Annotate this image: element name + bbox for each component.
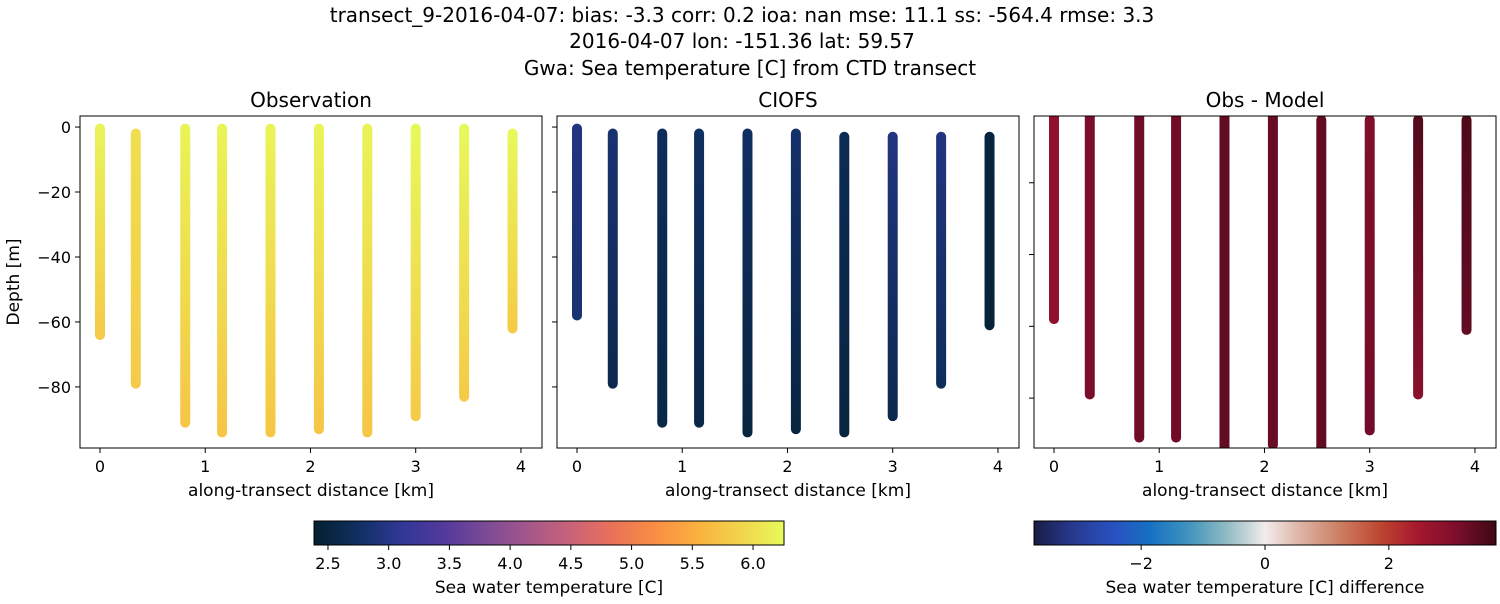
plot-frame [1033, 115, 1497, 449]
profile-1 [607, 128, 618, 389]
colorbar-gradient [1033, 520, 1497, 546]
x-tick-label: 0 [1049, 457, 1059, 476]
x-tick-label: 1 [200, 457, 210, 476]
profile-9 [507, 128, 518, 334]
profile-9 [984, 131, 995, 331]
plot-frame [556, 115, 1020, 449]
profile-7 [410, 123, 421, 422]
colorbar-tick-label: 5.5 [680, 554, 705, 573]
colorbar-tick-label: 4.5 [558, 554, 583, 573]
colorbar-tick-label: 6.0 [740, 554, 765, 573]
profile-9 [1461, 116, 1472, 335]
profile-4 [1219, 116, 1230, 448]
profile-4 [742, 128, 753, 438]
y-tick-label: −20 [37, 183, 71, 202]
profile-6 [1316, 116, 1327, 448]
colorbar-tick-label: 2 [1384, 554, 1394, 573]
colorbar-tick-label: 4.0 [497, 554, 522, 573]
colorbar-tick-label: 0 [1260, 554, 1270, 573]
figure-title-line-1: transect_9-2016-04-07: bias: -3.3 corr: … [330, 3, 1155, 27]
x-tick-label: 4 [1470, 457, 1480, 476]
figure-title-line-3: Gwa: Sea temperature [C] from CTD transe… [524, 56, 976, 80]
x-tick-label: 1 [677, 457, 687, 476]
colorbar-temperature: 2.5 3.0 3.5 4.0 4.5 5.0 5.5 6.0 Sea water temper… [313, 520, 785, 598]
x-axis-label: along-transect distance [km] [1142, 481, 1388, 501]
x-tick-label: 1 [1154, 457, 1164, 476]
x-tick-label: 2 [1259, 457, 1269, 476]
figure-title-line-2: 2016-04-07 lon: -151.36 lat: 59.57 [569, 29, 915, 53]
panel-ciofs: CIOFS 0 1 2 3 4 along-transect distance [km] [552, 88, 1020, 501]
profile-5 [1267, 116, 1278, 448]
colorbar-label: Sea water temperature [C] [435, 578, 663, 598]
y-tick-label: −40 [37, 248, 71, 267]
profile-8 [936, 131, 947, 389]
x-axis-label: along-transect distance [km] [188, 481, 434, 501]
profile-2 [1134, 116, 1145, 443]
profiles [571, 123, 995, 438]
x-tick-label: 4 [993, 457, 1003, 476]
colorbar-tick-label: 5.0 [619, 554, 644, 573]
profile-3 [217, 123, 228, 438]
profile-3 [694, 128, 705, 428]
colorbar-tick-label: 2.5 [315, 554, 340, 573]
colorbar-tick-label: −2 [1129, 554, 1153, 573]
x-tick-label: 2 [305, 457, 315, 476]
x-tick-label: 2 [782, 457, 792, 476]
plot-frame [79, 115, 543, 449]
x-axis-label: along-transect distance [km] [665, 481, 911, 501]
profile-0 [94, 123, 105, 340]
profile-3 [1171, 116, 1182, 443]
x-tick-label: 0 [95, 457, 105, 476]
x-tick-label: 3 [1365, 457, 1375, 476]
colorbar-tick-label: 3.0 [376, 554, 401, 573]
profile-7 [887, 131, 898, 422]
profile-2 [180, 123, 191, 428]
colorbar-tick-label: 3.5 [437, 554, 462, 573]
y-tick-label: −80 [37, 378, 71, 397]
x-tick-label: 0 [572, 457, 582, 476]
x-tick-label: 3 [411, 457, 421, 476]
profile-8 [459, 123, 470, 402]
profile-6 [839, 131, 850, 438]
x-tick-label: 4 [516, 457, 526, 476]
y-tick-label: 0 [61, 118, 71, 137]
colorbar-label: Sea water temperature [C] difference [1105, 578, 1424, 598]
panel-title: CIOFS [758, 88, 817, 112]
profile-1 [1084, 116, 1095, 400]
x-tick-label: 3 [888, 457, 898, 476]
profiles [94, 123, 518, 438]
y-tick-label: −60 [37, 313, 71, 332]
profile-5 [313, 123, 324, 435]
y-axis-label: Depth [m] [4, 238, 24, 325]
profile-5 [790, 128, 801, 435]
profile-7 [1364, 116, 1375, 436]
panel-title: Observation [250, 88, 372, 112]
profile-4 [265, 123, 276, 438]
colorbar-gradient [313, 520, 785, 546]
profile-0 [571, 123, 582, 321]
profile-8 [1413, 116, 1424, 400]
panel-title: Obs - Model [1206, 88, 1325, 112]
profile-0 [1048, 116, 1059, 325]
profiles [1048, 116, 1472, 448]
panel-obs-model: Obs - Model 0 1 2 3 4 along-transect distance … [1029, 88, 1497, 501]
profile-1 [130, 128, 141, 389]
profile-2 [657, 128, 668, 428]
colorbar-difference: −2 0 2 Sea water temperature [C] difference [1033, 520, 1497, 598]
panel-observation: Observation 0 1 2 3 4 along-transect distance … [4, 88, 543, 501]
profile-6 [362, 123, 373, 438]
